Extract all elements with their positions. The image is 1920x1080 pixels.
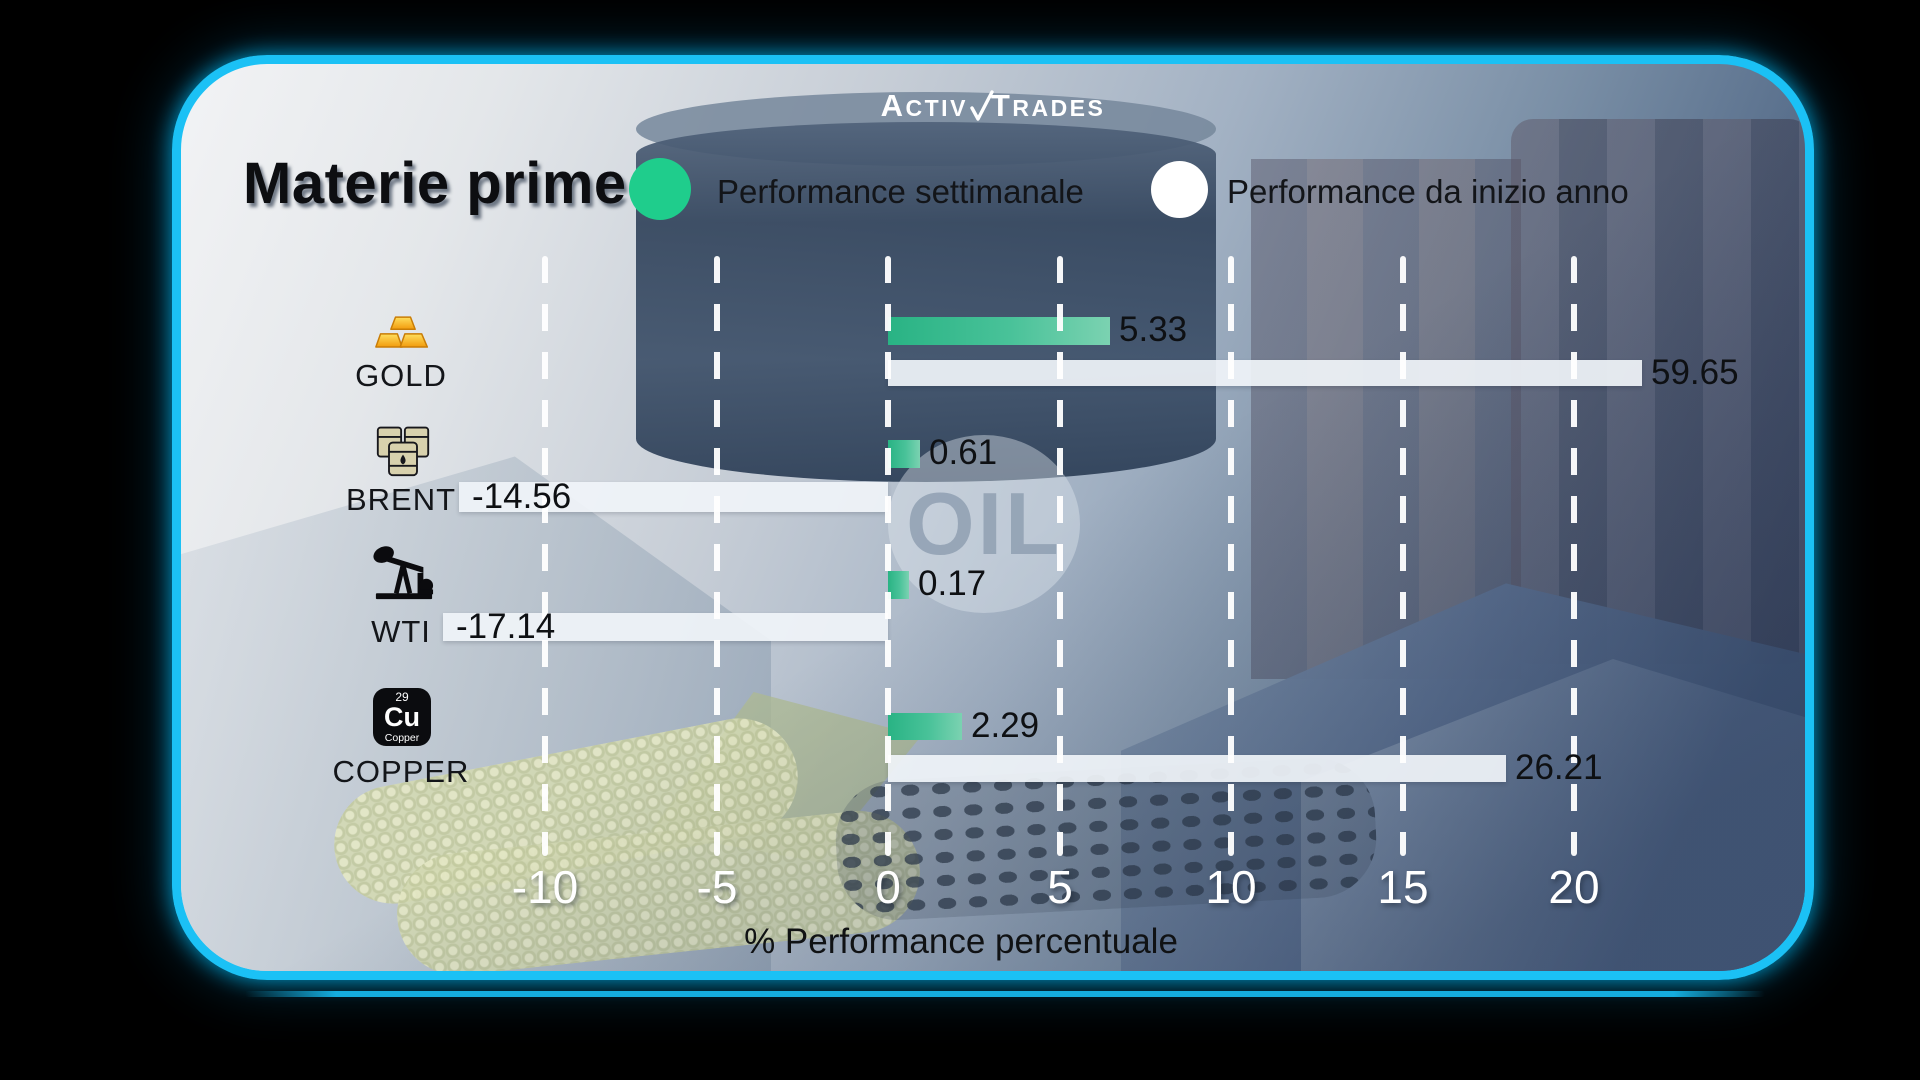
gridline-5 bbox=[1057, 256, 1063, 856]
copper-weekly-value: 2.29 bbox=[971, 706, 1040, 745]
copper-weekly-bar bbox=[888, 713, 962, 740]
card-glow-reflection bbox=[245, 991, 1765, 997]
gridline-20 bbox=[1571, 256, 1577, 856]
wti-weekly-bar bbox=[888, 571, 909, 599]
legend-weekly-dot bbox=[629, 158, 691, 220]
row-label-copper: COPPER bbox=[332, 754, 470, 789]
copper-element-icon: 29 Cu Copper bbox=[373, 688, 431, 746]
gridline-10 bbox=[1228, 256, 1234, 856]
x-tick-15: 15 bbox=[1377, 861, 1429, 913]
gold-ytd-bar bbox=[888, 360, 1642, 386]
bg-copper-cylinders bbox=[1251, 159, 1521, 679]
legend-ytd-label: Performance da inizio anno bbox=[1227, 173, 1629, 210]
legend-weekly-label: Performance settimanale bbox=[717, 173, 1084, 210]
activtrades-logo: Activ Trades bbox=[181, 88, 1805, 124]
copper-symbol: Cu bbox=[384, 701, 420, 732]
bg-corn-husk bbox=[651, 692, 921, 862]
legend-ytd-dot bbox=[1151, 161, 1208, 218]
copper-atomic-number: 29 bbox=[395, 689, 409, 704]
x-axis-title: % Performance percentuale bbox=[744, 922, 1178, 961]
gridline-0 bbox=[885, 256, 891, 856]
gold-ytd-value: 59.65 bbox=[1651, 353, 1739, 392]
oil-pump-icon bbox=[373, 540, 435, 607]
x-tick-20: 20 bbox=[1548, 861, 1600, 913]
logo-part-activ: Activ bbox=[880, 88, 968, 123]
infographic-card: OIL Activ Trades Materie prime Performanc… bbox=[172, 55, 1814, 980]
wti-ytd-value: -17.14 bbox=[456, 607, 556, 646]
logo-part-trades: Trades bbox=[990, 88, 1106, 123]
row-label-gold: GOLD bbox=[355, 358, 447, 393]
copper-tile: 29 Cu Copper bbox=[373, 688, 431, 746]
x-tick-10: 10 bbox=[1205, 861, 1257, 913]
gold-weekly-bar bbox=[888, 317, 1110, 345]
gold-bars-icon bbox=[374, 314, 432, 357]
brent-weekly-value: 0.61 bbox=[929, 433, 998, 472]
x-tick-neg5: -5 bbox=[696, 861, 738, 913]
wti-weekly-value: 0.17 bbox=[918, 564, 987, 603]
x-tick-5: 5 bbox=[1047, 861, 1073, 913]
x-tick-neg10: -10 bbox=[511, 861, 579, 913]
gold-weekly-value: 5.33 bbox=[1119, 310, 1188, 349]
chart-scene: OIL Activ Trades Materie prime Performanc… bbox=[181, 64, 1805, 971]
brent-ytd-value: -14.56 bbox=[472, 477, 572, 516]
x-tick-0: 0 bbox=[875, 861, 901, 913]
copper-name: Copper bbox=[384, 731, 420, 744]
gridline-neg5 bbox=[714, 256, 720, 856]
copper-ytd-value: 26.21 bbox=[1515, 748, 1603, 787]
copper-ytd-bar bbox=[888, 755, 1506, 782]
brent-weekly-bar bbox=[888, 440, 920, 468]
gridline-neg10 bbox=[542, 256, 548, 856]
page-title: Materie prime bbox=[243, 151, 627, 216]
gridline-15 bbox=[1400, 256, 1406, 856]
oil-barrels-icon bbox=[375, 422, 431, 483]
row-label-brent: BRENT bbox=[345, 482, 457, 517]
